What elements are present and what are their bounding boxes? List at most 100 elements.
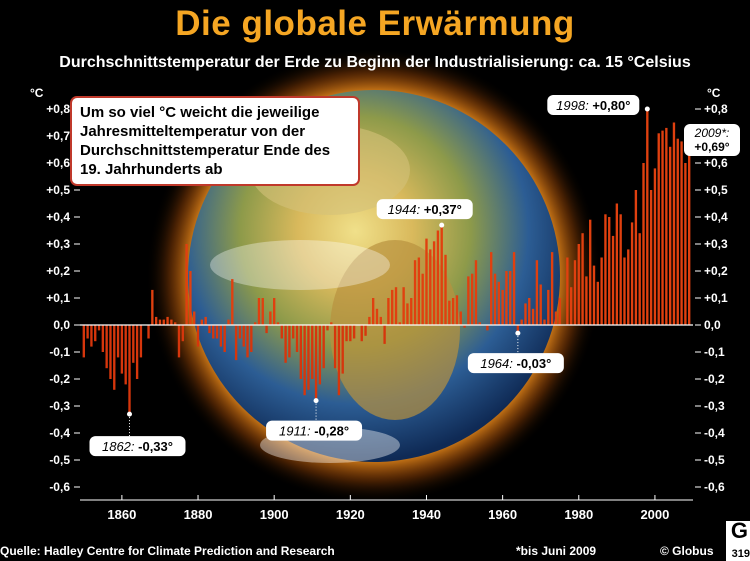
bar	[189, 271, 192, 325]
y-tick-label-right: +0,4	[704, 210, 728, 224]
bar	[627, 249, 630, 325]
bar	[463, 325, 466, 328]
bar	[227, 319, 230, 325]
bar	[391, 289, 394, 325]
y-tick-label-right: +0,1	[704, 291, 728, 305]
annotation-dot	[686, 136, 692, 142]
footnote: *bis Juni 2009	[516, 544, 597, 558]
bar	[661, 130, 664, 325]
bar	[444, 254, 447, 325]
bar	[120, 325, 124, 374]
bar	[638, 233, 641, 325]
bar	[387, 298, 390, 325]
bar	[425, 238, 428, 325]
info-callout: Um so viel °C weicht die jeweilige Jahre…	[70, 96, 360, 186]
bar	[204, 316, 207, 325]
annotation-label: 1964: -0,03°	[480, 356, 551, 371]
bar	[406, 303, 409, 325]
bar	[124, 325, 127, 385]
y-tick-label-left: +0,1	[46, 291, 70, 305]
bar	[253, 322, 257, 325]
annotation-callout: 1862: -0,33°	[89, 411, 186, 457]
bar	[493, 273, 497, 325]
bar	[402, 287, 405, 325]
chart-subtitle: Durchschnittstemperatur der Erde zu Begi…	[59, 54, 691, 71]
bar	[234, 325, 238, 361]
bar	[535, 260, 539, 325]
bar	[265, 325, 268, 334]
bar	[219, 325, 223, 347]
chart-title: Die globale Erwärmung	[175, 4, 575, 43]
bar	[166, 316, 169, 325]
bar	[200, 319, 204, 325]
bar	[139, 325, 143, 358]
annotation-year: 1998:	[556, 98, 592, 113]
bar	[177, 325, 181, 358]
bar	[600, 257, 603, 325]
bar	[474, 260, 478, 325]
y-axis-unit: °C	[30, 86, 44, 100]
y-tick-label-right: -0,4	[704, 426, 725, 440]
bar	[383, 325, 386, 344]
annotation-dot	[126, 411, 132, 417]
bar	[330, 322, 333, 325]
bar	[231, 279, 234, 325]
bar	[326, 325, 329, 331]
y-tick-label-left: +0,4	[46, 210, 70, 224]
bar	[272, 298, 276, 325]
bar	[250, 325, 253, 352]
bar	[505, 271, 508, 325]
bar	[238, 325, 242, 339]
x-tick-label: 1920	[336, 507, 365, 522]
bar	[158, 319, 162, 325]
bar	[604, 214, 607, 325]
y-tick-label-right: -0,1	[704, 345, 725, 359]
bar	[257, 298, 261, 325]
annotation-callout: 1944: +0,37°	[376, 199, 473, 228]
bar	[577, 244, 580, 325]
bar	[665, 127, 668, 326]
x-tick-label: 1940	[412, 507, 441, 522]
annotation-dot	[313, 398, 319, 404]
bar	[299, 325, 303, 379]
bar	[371, 298, 375, 325]
bar	[509, 271, 512, 325]
bar	[307, 325, 310, 390]
globus-badge	[726, 521, 750, 561]
bar	[147, 325, 150, 339]
globus-logo-letter: G	[730, 518, 748, 543]
annotation-label: 1998: +0,80°	[556, 98, 630, 113]
y-tick-label-left: -0,3	[49, 399, 70, 413]
bar	[116, 325, 120, 358]
y-tick-label-left: +0,8	[46, 102, 70, 116]
bar	[185, 244, 188, 325]
y-tick-label-right: -0,2	[704, 372, 725, 386]
bar	[524, 303, 527, 325]
annotation-value: -0,03°	[517, 356, 552, 371]
x-tick-label: 1900	[260, 507, 289, 522]
bar	[528, 298, 531, 325]
y-tick-label-left: -0,5	[49, 453, 70, 467]
annotation-box	[89, 436, 186, 457]
y-tick-label-left: -0,4	[49, 426, 70, 440]
bar	[455, 295, 459, 325]
bar	[440, 225, 443, 325]
bar	[314, 325, 318, 401]
bar	[113, 325, 116, 390]
bar	[410, 298, 413, 325]
y-tick-label-right: -0,5	[704, 453, 725, 467]
bar	[592, 265, 596, 325]
earth-cloud-band	[210, 240, 390, 290]
bar	[379, 316, 382, 325]
x-tick-label: 2000	[640, 507, 669, 522]
y-axis-unit-right: °C	[707, 86, 721, 100]
bar	[242, 325, 245, 347]
bar	[82, 325, 85, 358]
bar	[174, 322, 177, 325]
bar	[292, 325, 295, 339]
y-tick-label-right: 0,0	[704, 318, 721, 332]
bar	[478, 322, 481, 325]
y-tick-label-right: +0,5	[704, 183, 728, 197]
bar	[520, 319, 523, 325]
bar	[467, 276, 470, 325]
